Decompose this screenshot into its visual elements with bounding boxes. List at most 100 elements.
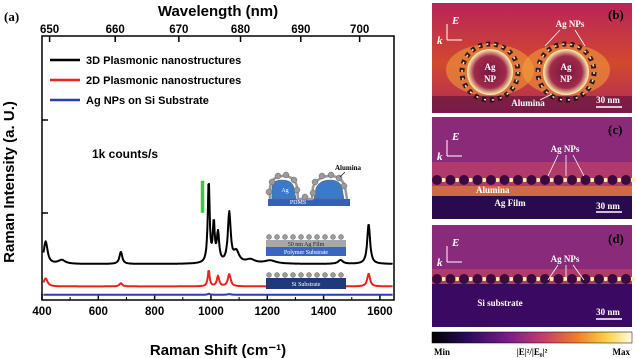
ag-nps-label-c: Ag NPs — [551, 144, 580, 154]
panel-d: Ag NPs Si substrate 30 nm E k (d) — [432, 225, 636, 327]
ag-np-right — [543, 49, 589, 95]
scale-label-c: 30 nm — [596, 201, 620, 211]
scale-label-b: 30 nm — [596, 95, 620, 105]
scale-label-d: 30 nm — [596, 307, 620, 317]
d-gap-hotspot — [575, 277, 582, 281]
series-line-0 — [42, 182, 393, 265]
c-gap-hotspot — [454, 178, 460, 182]
c-gap-hotspot — [467, 178, 474, 182]
schematic-si: Si Substrate — [266, 272, 346, 289]
bottom-axis-ticks: 400 600 800 1000 1200 1400 1600 — [32, 294, 393, 318]
d-nanoparticle — [607, 274, 618, 284]
panel-b-label: (b) — [608, 7, 624, 22]
c-gap-hotspot — [629, 178, 636, 182]
c-gap-hotspot — [575, 178, 582, 182]
x-tick-label-1000: 1000 — [198, 306, 224, 318]
c-nanoparticle — [445, 175, 456, 185]
d-nanoparticle — [580, 274, 591, 284]
d-gap-hotspot — [548, 277, 555, 281]
c-gap-hotspot — [562, 178, 568, 182]
top-tick-label-700: 700 — [350, 24, 369, 36]
c-nanoparticle — [526, 175, 537, 185]
schematic-2d-polymer — [266, 247, 346, 256]
alumina-label-b: Alumina — [511, 98, 545, 108]
ag-nps-pointer-b1 — [544, 29, 561, 47]
ag-nps-pointer-d3 — [572, 264, 585, 281]
alumina-band-c — [432, 186, 632, 196]
d-nanoparticle — [432, 274, 442, 284]
c-nanoparticle — [486, 175, 496, 185]
d-nanoparticle — [445, 274, 456, 284]
c-gap-hotspot — [481, 178, 487, 182]
c-gap-hotspot — [508, 178, 514, 182]
ag-np-left — [467, 49, 513, 95]
schematic-3d-pillar-right — [313, 179, 345, 200]
series-line-2 — [43, 292, 393, 296]
alumina-label-c: Alumina — [476, 185, 510, 195]
ag-nps-label-d: Ag NPs — [551, 254, 580, 264]
d-nanoparticle — [540, 274, 550, 284]
c-gap-hotspot — [440, 178, 447, 182]
d-gap-hotspot — [508, 277, 514, 281]
ag-film-c — [432, 196, 632, 219]
x-tick-label-800: 800 — [145, 306, 164, 318]
colorbar-max: Max — [613, 347, 631, 357]
schematic-2d-ag-film — [266, 240, 346, 247]
ag-film-label-c: Ag Film — [494, 198, 526, 208]
c-nanoparticle — [553, 175, 564, 185]
d-gap-hotspot — [467, 277, 474, 281]
plot-frame — [41, 35, 395, 301]
upper-field-d — [432, 225, 632, 269]
schematic-2d-polymer-label: Polymer Substrate — [284, 250, 328, 256]
e-vector-c: E — [451, 131, 459, 143]
legend-label-si: Ag NPs on Si Substrate — [86, 95, 209, 107]
legend: 3D Plasmonic nanostructures 2D Plasmonic… — [50, 55, 241, 107]
top-axis-title: Wavelength (nm) — [158, 3, 278, 20]
top-tick-label-660: 660 — [106, 24, 125, 36]
d-nanoparticle — [513, 274, 523, 284]
np-label-left-top: Ag — [485, 62, 496, 72]
d-nanoparticle — [526, 274, 537, 284]
k-vector-b: k — [437, 35, 443, 47]
np-label-left-bottom: NP — [484, 74, 496, 84]
panel-d-label: (d) — [608, 231, 624, 246]
e-vector-b: E — [451, 15, 459, 27]
schematic-3d-alumina-label: Alumina — [335, 164, 362, 172]
c-nanoparticle — [459, 175, 469, 185]
panel-a-label: (a) — [4, 9, 19, 24]
vector-axes-d: E k — [437, 237, 462, 269]
c-gap-hotspot — [602, 178, 609, 182]
d-gap-hotspot — [616, 277, 622, 281]
vector-axes-b: E k — [437, 15, 462, 47]
x-tick-label-1200: 1200 — [254, 306, 280, 318]
top-tick-label-670: 670 — [169, 24, 188, 36]
c-nanoparticle — [513, 175, 523, 185]
ag-nps-pointer-b2 — [574, 29, 586, 47]
c-gap-hotspot — [521, 178, 528, 182]
d-gap-hotspot — [602, 277, 609, 281]
top-tick-label-680: 680 — [231, 24, 250, 36]
schematic-2d: 50 nm Ag Film Polymer Substrate — [266, 234, 346, 256]
x-tick-label-400: 400 — [32, 306, 51, 318]
schematic-si-label: Si Substrate — [292, 282, 321, 288]
panel-a: (a) Wavelength (nm) Raman Shift (cm⁻¹) R… — [1, 3, 395, 358]
x-tick-label-1600: 1600 — [367, 306, 393, 318]
d-gap-hotspot — [481, 277, 487, 281]
colorbar-gradient — [431, 331, 633, 344]
schematic-si-substrate — [266, 278, 346, 289]
c-nanoparticle — [607, 175, 618, 185]
d-gap-hotspot — [521, 277, 528, 281]
top-tick-label-650: 650 — [40, 24, 59, 36]
upper-field-c — [432, 117, 632, 162]
schematic-si-nps — [266, 272, 344, 278]
c-nanoparticle — [621, 175, 631, 185]
d-nanoparticle — [499, 274, 510, 284]
d-nanoparticle — [594, 274, 604, 284]
c-gap-hotspot — [589, 178, 595, 182]
np-label-right-top: Ag — [561, 62, 572, 72]
panel-c-label: (c) — [608, 122, 622, 137]
d-gap-hotspot — [629, 277, 636, 281]
d-gap-hotspot — [494, 277, 501, 281]
x-axis-title: Raman Shift (cm⁻¹) — [150, 342, 286, 358]
